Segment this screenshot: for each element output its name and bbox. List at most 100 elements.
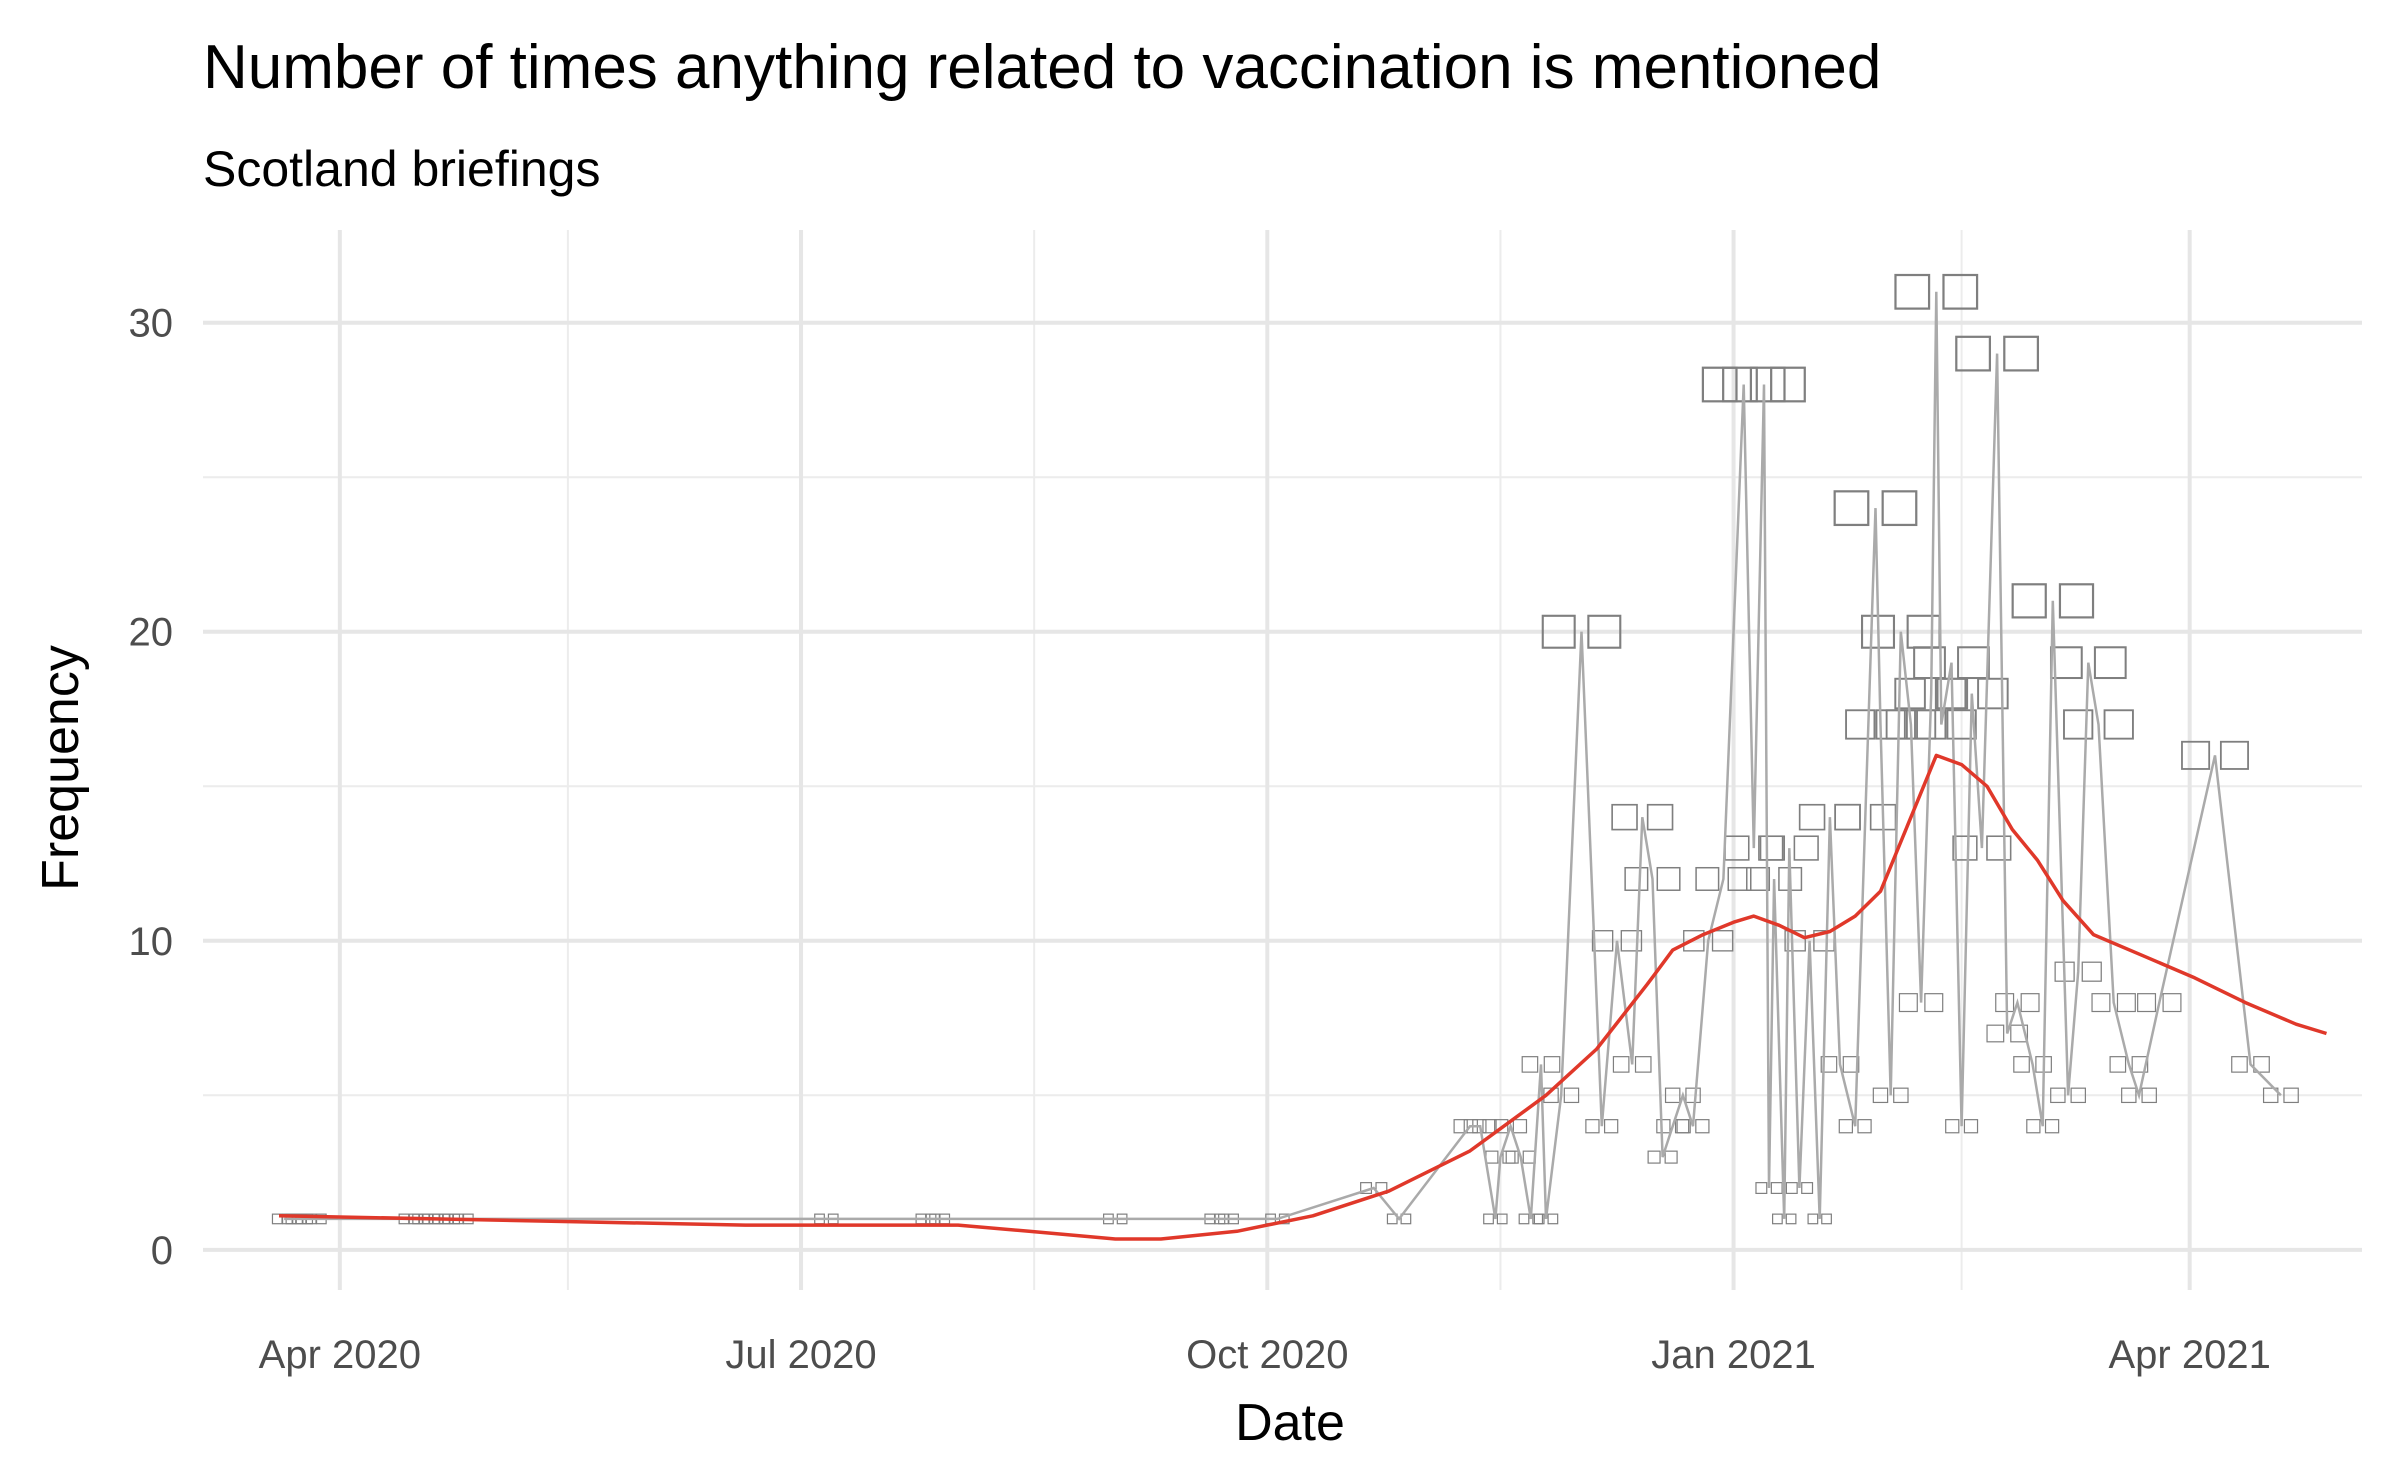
point-label-box [1634,1056,1652,1073]
x-tick-label: Oct 2020 [1186,1333,1348,1377]
y-tick-label: 30 [129,302,174,346]
point-label-box [1793,835,1819,861]
point-label-box [2011,583,2047,619]
x-axis-title: Date [1235,1394,1345,1452]
point-label-box [1807,1213,1819,1225]
point-label-box [2116,993,2136,1013]
point-label-box [1842,1056,1860,1073]
point-label-box [1482,1119,1497,1134]
point-label-box [1785,1182,1798,1194]
point-label-box [1857,1119,1872,1134]
point-label-box [1986,835,2012,861]
point-label-box [1801,1182,1814,1194]
point-label-box [1724,835,1750,861]
point-label-box [1770,366,1806,403]
point-label-box [1400,1213,1412,1225]
point-label-box [2121,1087,2137,1104]
point-label-box [1898,993,1918,1013]
point-label-box [1664,1087,1681,1104]
point-label-box [1942,273,1979,310]
grid [203,230,2362,1290]
point-label-box [2091,993,2111,1013]
point-label-box [1505,1150,1519,1164]
point-label-box [1496,1213,1508,1225]
point-label-box [2141,1087,2157,1104]
x-tick-label: Apr 2021 [2109,1333,2271,1377]
point-label-box [1893,1087,1909,1104]
point-label-box [1955,335,1992,372]
point-label-box [1711,930,1734,952]
point-label-box [1834,803,1861,831]
point-label-box [1521,1056,1539,1073]
point-label-box [1453,1119,1468,1134]
point-label-box [2081,961,2102,982]
point-label-box [1746,866,1771,891]
point-label-box [1664,1150,1678,1164]
chart-subtitle: Scotland briefings [203,141,600,197]
point-label-box [2231,1056,2248,1073]
point-label-box [1624,866,1649,891]
point-label-box [1620,930,1643,952]
point-label-box [2044,1119,2060,1134]
point-label-box [1995,993,2015,1013]
point-label-box [1603,1119,1619,1134]
point-label-box [1386,1213,1398,1225]
point-label-box [1512,1119,1528,1134]
x-tick-label: Jan 2021 [1651,1333,1816,1377]
point-label-box [1485,1150,1499,1164]
point-label-box [1483,1213,1494,1225]
point-label-box [1913,646,1946,680]
point-label-box [1612,1056,1630,1073]
point-label-box [2026,1119,2041,1134]
point-label-box [2010,1024,2029,1043]
point-label-box [1722,366,1758,403]
point-label-box [1820,1056,1838,1073]
point-label-box [2131,1056,2149,1073]
point-label-box [1772,1213,1783,1225]
point-label-box [2070,1087,2086,1104]
point-label-box [1758,835,1784,861]
point-label-box [1770,1182,1783,1194]
point-label-box [1727,866,1752,891]
point-label-box [1894,273,1931,310]
point-label-box [1798,803,1826,831]
point-label-box [1541,614,1576,649]
point-label-box [1905,709,1937,740]
point-label-box [1834,803,1861,831]
point-label-box [1518,1213,1530,1225]
point-label-box [1875,709,1906,740]
y-tick-label: 20 [129,611,174,655]
point-label-box [1494,1119,1509,1134]
point-label-box [1647,1150,1661,1164]
point-label-box [1946,709,1977,740]
point-label-box [1977,677,2009,710]
point-label-box [2050,1087,2066,1104]
point-label-box [1924,993,1944,1013]
smooth-trend-line [278,753,2328,1241]
point-label-box [2109,1056,2127,1073]
point-label-box [1872,1087,1889,1104]
point-label-box [1563,1087,1580,1104]
point-label-box [1749,366,1786,403]
point-label-box [1656,866,1681,891]
point-label-box [2162,993,2182,1013]
point-label-box [1833,490,1870,527]
point-label-box [1695,1119,1710,1134]
series-layer [278,291,2328,1241]
point-label-box [1543,1056,1561,1073]
point-label-box [1646,803,1674,831]
point-label-box [2093,646,2127,680]
point-label-box [1755,1182,1768,1194]
point-label-box [1547,1213,1559,1225]
point-label-box [2181,740,2211,770]
point-label-box [1785,1213,1797,1225]
point-label-box [2058,583,2095,619]
point-label-box [1611,803,1638,831]
point-label-box [2003,335,2040,372]
point-label-box [1963,1119,1979,1134]
point-label-box [1585,1119,1600,1134]
point-label-box [1957,646,1990,680]
x-tick-label: Apr 2020 [259,1333,421,1377]
point-label-box [1784,930,1806,952]
point-label-box [1986,1024,2005,1043]
